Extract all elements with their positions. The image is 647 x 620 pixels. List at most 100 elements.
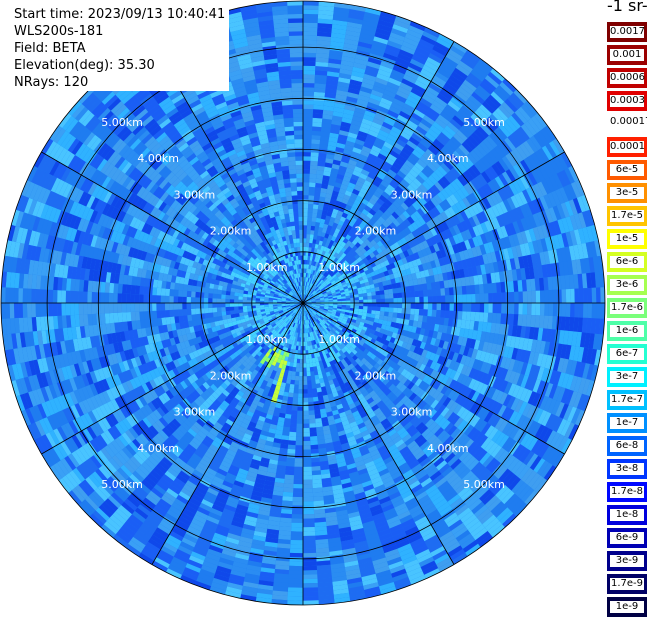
- range-bin: [363, 303, 368, 307]
- range-bin: [316, 426, 324, 432]
- range-bin: [304, 272, 307, 278]
- range-bin: [440, 310, 446, 318]
- range-bin: [316, 235, 321, 241]
- range-bin: [433, 138, 445, 150]
- range-bin: [311, 217, 317, 222]
- range-bin: [309, 182, 316, 188]
- range-bin: [307, 273, 310, 278]
- range-bin: [427, 145, 439, 156]
- range-bin: [296, 358, 301, 364]
- range-bin: [401, 190, 410, 200]
- range-bin: [371, 145, 382, 154]
- range-bin: [310, 440, 318, 446]
- range-bin: [325, 84, 338, 90]
- range-bin: [383, 52, 398, 62]
- range-bin: [353, 143, 364, 150]
- range-bin: [522, 303, 528, 315]
- range-bin: [285, 409, 292, 415]
- range-bin: [375, 306, 381, 312]
- range-bin: [444, 287, 450, 296]
- range-bin: [439, 89, 453, 101]
- range-bin: [521, 279, 527, 292]
- range-bin: [312, 239, 317, 244]
- range-bin: [364, 7, 382, 16]
- range-bin: [397, 53, 412, 63]
- range-bin: [309, 260, 312, 265]
- range-bin: [367, 187, 376, 195]
- range-bin: [317, 27, 332, 33]
- range-bin: [296, 432, 303, 437]
- range-bin: [303, 406, 309, 411]
- range-bin: [293, 388, 299, 394]
- range-bin: [406, 29, 423, 39]
- range-bin: [388, 77, 402, 87]
- range-bin: [315, 53, 330, 59]
- range-bin: [548, 303, 554, 317]
- range-bin: [313, 500, 325, 506]
- range-bin: [303, 397, 309, 403]
- range-bin: [299, 363, 303, 368]
- range-bin: [346, 251, 352, 258]
- range-bin: [404, 70, 419, 80]
- range-bin: [427, 303, 433, 310]
- range-bin: [440, 303, 446, 311]
- range-bin: [457, 311, 463, 320]
- range-bin: [287, 587, 303, 593]
- range-bin: [468, 95, 482, 108]
- range-bin: [312, 392, 318, 398]
- range-bin: [289, 384, 295, 389]
- range-bin: [484, 97, 499, 111]
- range-bin: [307, 286, 310, 291]
- range-bin: [326, 75, 339, 82]
- range-bin: [377, 105, 389, 114]
- range-bin: [420, 35, 437, 46]
- range-bin: [303, 57, 316, 62]
- range-bin: [308, 282, 311, 287]
- range-bin: [310, 448, 319, 454]
- range-bin: [385, 44, 401, 54]
- range-bin: [364, 205, 372, 213]
- range-bin: [296, 419, 303, 424]
- range-bin: [414, 308, 420, 316]
- range-bin: [303, 557, 317, 562]
- range-bin: [313, 509, 326, 515]
- range-bin: [386, 206, 395, 215]
- range-bin: [574, 303, 580, 318]
- range-bin: [460, 83, 474, 96]
- range-bin: [327, 207, 334, 213]
- range-bin: [343, 43, 358, 50]
- range-bin: [341, 252, 347, 259]
- range-bin: [286, 457, 295, 463]
- range-bin: [387, 316, 393, 322]
- range-bin: [303, 31, 318, 36]
- range-bin: [396, 90, 409, 100]
- range-bin: [303, 199, 309, 204]
- range-bin: [332, 15, 349, 22]
- range-bin: [384, 294, 390, 299]
- range-bin: [415, 174, 425, 184]
- range-bin: [324, 251, 329, 257]
- range-bin: [414, 145, 426, 156]
- range-bin: [303, 113, 313, 118]
- range-bin: [323, 277, 328, 282]
- range-bin: [328, 141, 338, 147]
- range-bin: [322, 276, 327, 281]
- range-bin: [362, 165, 372, 173]
- range-bin: [403, 74, 417, 84]
- range-bin: [409, 314, 415, 321]
- range-bin: [346, 26, 362, 33]
- range-bin: [303, 552, 317, 558]
- range-bin: [303, 492, 314, 498]
- range-bin: [392, 312, 398, 318]
- range-bin: [303, 70, 316, 75]
- range-bin: [323, 166, 332, 173]
- range-bin: [305, 290, 307, 295]
- range-bin: [346, 246, 353, 252]
- range-bin: [362, 20, 378, 28]
- range-bin: [448, 310, 454, 319]
- range-bin: [284, 474, 294, 480]
- range-bin: [484, 303, 489, 313]
- range-bin: [322, 260, 327, 266]
- range-bin: [313, 234, 318, 240]
- range-bin: [400, 131, 412, 141]
